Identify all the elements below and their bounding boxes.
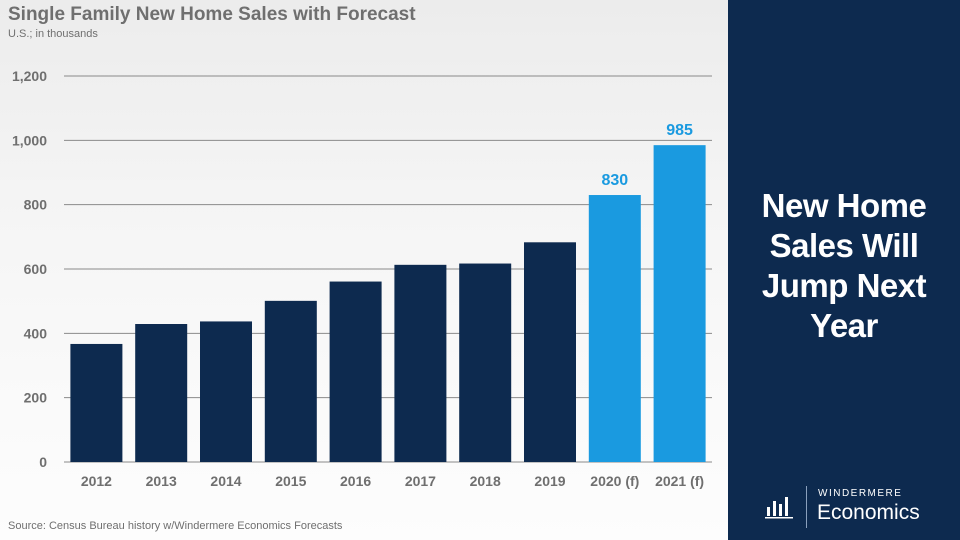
y-tick-label: 600 — [24, 261, 48, 277]
x-tick-label: 2019 — [534, 473, 565, 489]
bar — [200, 321, 252, 462]
y-tick-label: 1,200 — [12, 68, 47, 84]
x-tick-label: 2017 — [405, 473, 436, 489]
source-note: Source: Census Bureau history w/Winderme… — [8, 520, 343, 532]
bar — [459, 263, 512, 462]
y-tick-label: 1,000 — [12, 132, 47, 148]
x-tick-label: 2015 — [275, 473, 306, 489]
x-tick-label: 2020 (f) — [590, 473, 639, 489]
chart-panel: Single Family New Home Sales with Foreca… — [0, 0, 728, 540]
y-tick-label: 200 — [24, 390, 48, 406]
y-tick-label: 400 — [24, 325, 48, 341]
bar-chart-logo-icon — [765, 497, 793, 519]
y-tick-label: 800 — [24, 197, 48, 213]
x-tick-label: 2012 — [81, 473, 112, 489]
bars — [70, 145, 706, 463]
y-tick-label: 0 — [39, 454, 47, 470]
bar-chart: 0 200 400 600 800 1,000 1,200 2012 2013 2014 2015 2… — [12, 68, 712, 489]
axis-labels: 0 200 400 600 800 1,000 1,200 2012 2013 2014 2015 2… — [12, 68, 704, 489]
bar — [524, 242, 576, 462]
x-tick-label: 2018 — [470, 473, 501, 489]
chart-title: Single Family New Home Sales with Foreca… — [8, 4, 416, 25]
x-tick-label: 2016 — [340, 473, 371, 489]
chart-subtitle: U.S.; in thousands — [8, 28, 98, 40]
bar — [329, 281, 382, 462]
brand-unit: Economics — [817, 501, 920, 524]
bar — [394, 264, 447, 462]
data-label: 985 — [666, 122, 693, 139]
x-tick-label: 2014 — [210, 473, 241, 489]
headline: New Home Sales Will Jump Next Year — [761, 187, 927, 344]
headline-panel: New Home Sales Will Jump Next Year — [728, 0, 960, 540]
x-tick-label: 2021 (f) — [655, 473, 704, 489]
x-tick-label: 2013 — [146, 473, 177, 489]
data-label: 830 — [601, 172, 628, 189]
bar — [135, 324, 188, 462]
bar — [588, 195, 641, 462]
brand-divider — [806, 486, 807, 528]
bar — [653, 145, 706, 463]
brand-name: WINDERMERE — [818, 488, 903, 499]
bar — [264, 300, 317, 462]
bar — [70, 343, 123, 462]
